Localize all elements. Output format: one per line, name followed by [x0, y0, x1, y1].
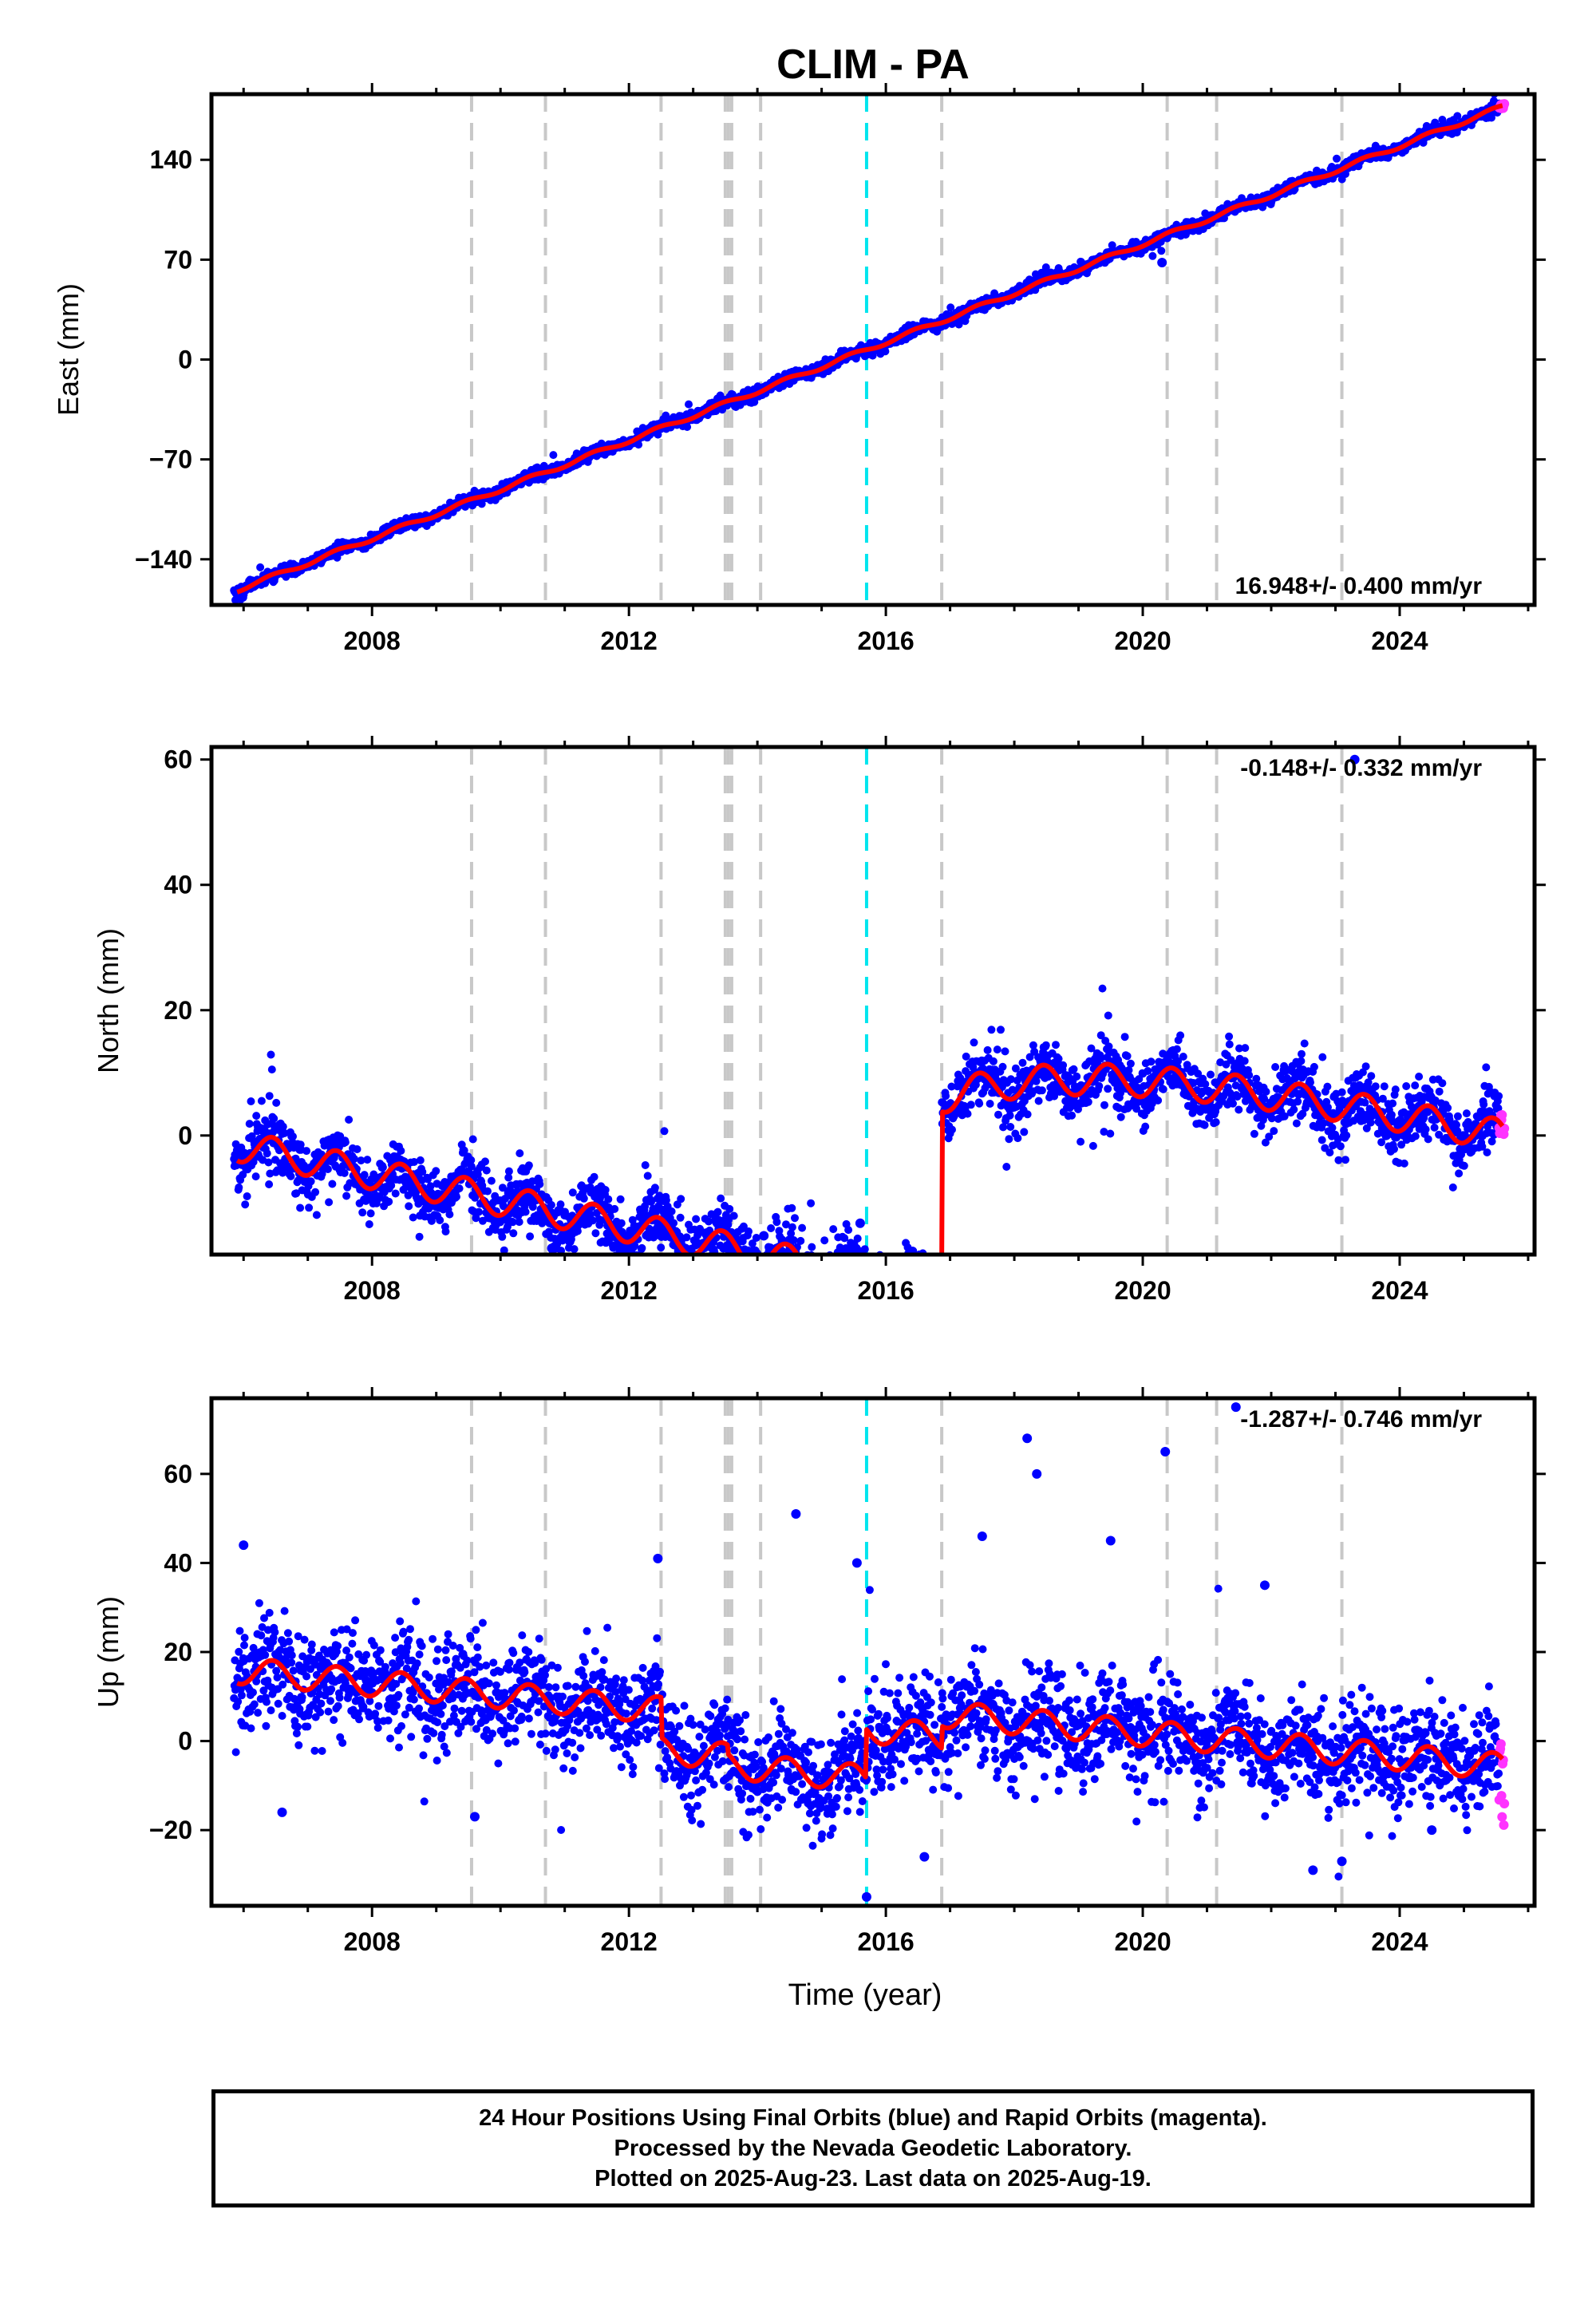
north-y-axis-label: North (mm): [92, 928, 124, 1073]
north-x-tick-label-2012: 2012: [601, 1276, 658, 1305]
east-y-axis-label: East (mm): [52, 283, 85, 416]
east-plot-frame: [209, 92, 1537, 607]
up-rapid-point-5: [1497, 1812, 1507, 1822]
up-outlier-point-17: [1427, 1825, 1437, 1836]
up-y-tick-label-0: 60: [164, 1460, 192, 1488]
up-outlier-point-15: [277, 1807, 287, 1817]
up-x-tick-label-2020: 2020: [1114, 1927, 1171, 1956]
east-x-tick-label-2016: 2016: [858, 626, 915, 655]
north-outlier-point-1: [759, 1231, 769, 1241]
east-y-tick-label-1: 70: [164, 245, 192, 274]
east-x-tick-label-2008: 2008: [344, 626, 401, 655]
processing-info-box: 24 Hour Positions Using Final Orbits (bl…: [211, 2089, 1535, 2207]
up-outlier-point-11: [1308, 1865, 1318, 1875]
up-x-tick-label-2008: 2008: [344, 1927, 401, 1956]
north-x-tick-label-2020: 2020: [1114, 1276, 1171, 1305]
north-x-tick-label-2016: 2016: [858, 1276, 915, 1305]
chart-title: CLIM - PA: [776, 41, 970, 88]
up-x-axis-label: Time (year): [788, 1978, 942, 2012]
north-outlier-point-2: [855, 1218, 865, 1228]
up-rapid-point-4: [1496, 1791, 1507, 1801]
panel-north: 2008 2012 2016 2020 2024 60 40 20 0 North (mm) -0.…: [92, 736, 1546, 1305]
north-plot-frame: [209, 745, 1537, 1257]
up-outlier-point-9: [1231, 1402, 1241, 1413]
north-y-tick-label-2: 20: [164, 996, 192, 1025]
north-velocity-label: -0.148+/- 0.332 mm/yr: [1240, 755, 1482, 781]
east-outlier-point-0: [1157, 257, 1167, 267]
footer-line-processor: Processed by the Nevada Geodetic Laborat…: [614, 2136, 1132, 2161]
up-outlier-point-1: [653, 1553, 663, 1563]
up-model-line: [235, 1658, 1504, 1790]
east-y-tick-label-2: 0: [178, 346, 192, 374]
east-model-line: [235, 103, 1504, 595]
up-outlier-point-5: [1022, 1433, 1033, 1444]
up-outlier-point-12: [1337, 1856, 1347, 1867]
up-outlier-point-13: [861, 1891, 871, 1902]
up-outlier-point-2: [791, 1509, 801, 1520]
north-y-tick-label-3: 0: [178, 1121, 192, 1150]
up-y-tick-label-4: −20: [149, 1816, 192, 1844]
panel-up: 2008 2012 2016 2020 2024 60 40 20 0 −20 Up (mm) Tim…: [92, 1387, 1546, 2012]
north-y-tick-label-1: 40: [164, 871, 192, 899]
north-model-line: [235, 1061, 1505, 1255]
up-rapid-point-8: [1499, 1820, 1509, 1830]
up-y-tick-label-2: 20: [164, 1638, 192, 1666]
east-plot-area: [230, 94, 1510, 605]
up-outlier-point-14: [919, 1852, 930, 1862]
up-y-tick-label-1: 40: [164, 1548, 192, 1577]
up-y-tick-label-3: 0: [178, 1727, 192, 1756]
up-velocity-label: -1.287+/- 0.746 mm/yr: [1240, 1406, 1482, 1433]
east-velocity-label: 16.948+/- 0.400 mm/yr: [1235, 573, 1483, 599]
up-x-tick-label-2016: 2016: [858, 1927, 915, 1956]
east-y-tick-label-4: −140: [135, 545, 192, 574]
up-outlier-point-7: [1105, 1535, 1116, 1546]
north-outlier-point-0: [547, 1243, 557, 1254]
north-x-tick-label-2008: 2008: [344, 1276, 401, 1305]
up-x-tick-label-2024: 2024: [1371, 1927, 1428, 1956]
north-plot-area: [230, 747, 1510, 1255]
east-y-tick-label-0: 140: [150, 145, 192, 174]
up-final-points-cloud: [230, 1584, 1503, 1881]
north-final-orbit-points: [230, 754, 1503, 1255]
east-x-tick-label-2024: 2024: [1371, 626, 1428, 655]
north-rapid-point-5: [1497, 1110, 1507, 1120]
up-outlier-point-6: [1032, 1468, 1042, 1479]
up-outlier-point-16: [469, 1812, 480, 1822]
up-plot-area: [230, 1398, 1510, 1906]
up-outlier-point-4: [977, 1531, 987, 1541]
panel-east: 2008 2012 2016 2020 2024 140 70 0 −70 −140 East (m…: [52, 83, 1546, 655]
up-x-tick-label-2012: 2012: [601, 1927, 658, 1956]
north-y-tick-label-0: 60: [164, 745, 192, 774]
up-y-axis-label: Up (mm): [92, 1596, 124, 1708]
up-outlier-point-10: [1259, 1580, 1270, 1591]
footer-line-dates: Plotted on 2025-Aug-23. Last data on 202…: [595, 2166, 1152, 2192]
up-outlier-point-0: [239, 1540, 249, 1551]
east-y-tick-label-3: −70: [149, 445, 192, 474]
up-final-orbit-points: [230, 1402, 1503, 1902]
east-x-tick-label-2020: 2020: [1114, 626, 1171, 655]
footer-line-orbits: 24 Hour Positions Using Final Orbits (bl…: [479, 2105, 1267, 2131]
up-rapid-point-9: [1499, 1799, 1510, 1809]
up-outlier-point-3: [851, 1558, 862, 1568]
east-x-tick-label-2012: 2012: [601, 626, 658, 655]
north-outlier-point-3: [1349, 754, 1360, 765]
up-outlier-point-8: [1160, 1446, 1171, 1456]
up-rapid-point-3: [1495, 1739, 1506, 1749]
north-x-tick-label-2024: 2024: [1371, 1276, 1428, 1305]
